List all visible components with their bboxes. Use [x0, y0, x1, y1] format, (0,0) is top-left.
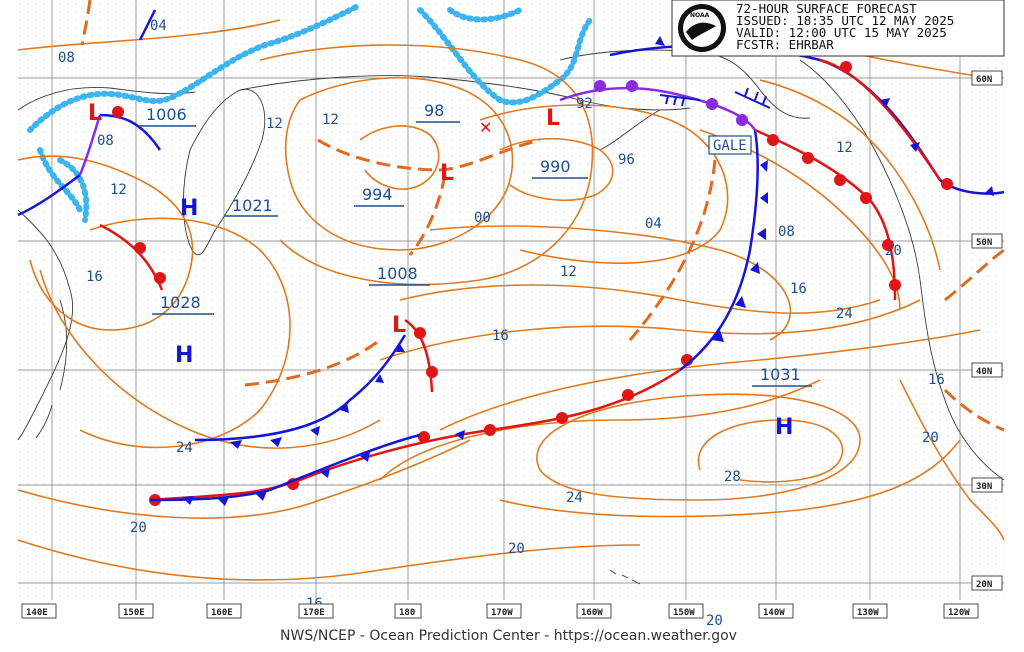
svg-text:140W: 140W [763, 608, 785, 618]
high-center-marker: H [775, 415, 793, 440]
svg-text:92: 92 [576, 96, 593, 112]
high-pressure-value-1028: 1028 [160, 293, 201, 312]
svg-text:12: 12 [110, 182, 127, 198]
svg-text:20: 20 [508, 541, 525, 557]
low-position-x-marker: ✕ [479, 118, 492, 137]
forecast-header: NOAA 72-HOUR SURFACE FORECAST ISSUED: 18… [671, 0, 1005, 57]
svg-text:170W: 170W [491, 608, 513, 618]
svg-text:24: 24 [836, 306, 853, 322]
svg-text:120W: 120W [948, 608, 970, 618]
svg-text:50N: 50N [976, 238, 992, 248]
svg-text:60N: 60N [976, 75, 992, 85]
svg-text:160W: 160W [581, 608, 603, 618]
low-pressure-value-1006: 1006 [146, 105, 187, 124]
svg-text:12: 12 [560, 264, 577, 280]
svg-text:96: 96 [618, 152, 635, 168]
low-pressure-value-994: 994 [362, 185, 393, 204]
svg-text:08: 08 [58, 50, 75, 66]
svg-text:20: 20 [706, 613, 723, 629]
low-center-marker: L [392, 313, 406, 338]
coast-kamchatka [182, 88, 266, 256]
high-pressure-value-1031: 1031 [760, 365, 801, 384]
high-pressure-value-1021: 1021 [232, 196, 273, 215]
forecast-title: 72-HOUR SURFACE FORECAST [736, 1, 917, 16]
svg-text:28: 28 [724, 469, 741, 485]
high-center-marker: H [175, 343, 193, 368]
svg-text:140E: 140E [26, 608, 48, 618]
svg-text:00: 00 [474, 210, 491, 226]
low-center-marker: L [440, 161, 454, 186]
svg-text:20: 20 [130, 520, 147, 536]
svg-text:20N: 20N [976, 580, 992, 590]
coast-hawaii [609, 569, 641, 585]
warm-front-1008 [404, 318, 434, 393]
svg-text:180: 180 [399, 608, 415, 618]
svg-text:08: 08 [778, 224, 795, 240]
valid-time: VALID: 12:00 UTC 15 MAY 2025 [736, 25, 947, 40]
troughs [80, 0, 1005, 432]
low-pressure-value-990: 990 [540, 157, 571, 176]
coast-japan [35, 299, 68, 439]
footer-credit: NWS/NCEP - Ocean Prediction Center - htt… [280, 628, 737, 644]
svg-text:04: 04 [150, 18, 167, 34]
svg-text:20: 20 [885, 243, 902, 259]
ice-edge [27, 2, 593, 223]
svg-text:150E: 150E [123, 608, 145, 618]
svg-text:30N: 30N [976, 482, 992, 492]
front-northwest [17, 113, 162, 217]
svg-text:04: 04 [645, 216, 662, 232]
low-pressure-value-98: 98 [424, 101, 444, 120]
svg-text:16: 16 [492, 328, 509, 344]
wind-barbs [659, 87, 771, 109]
svg-text:24: 24 [176, 440, 193, 456]
noaa-logo-text: NOAA [690, 12, 710, 19]
graticule [18, 0, 1004, 600]
gale-label: GALE [713, 138, 747, 154]
cold-front-west [149, 433, 421, 502]
svg-text:12: 12 [836, 140, 853, 156]
low-center-marker: L [546, 106, 560, 131]
svg-text:150W: 150W [673, 608, 695, 618]
svg-text:170E: 170E [303, 608, 325, 618]
gale-warning: GALE [708, 135, 752, 155]
forecaster: FCSTR: EHRBAR [736, 37, 834, 52]
longitude-labels: 140E 150E 160E 170E 180 170W 160W 150W 1… [21, 603, 979, 619]
high-center-marker: H [180, 196, 198, 221]
warm-front-main [149, 368, 681, 502]
low-pressure-value-1008: 1008 [377, 264, 418, 283]
issued-time: ISSUED: 18:35 UTC 12 MAY 2025 [736, 13, 954, 28]
svg-text:16: 16 [86, 269, 103, 285]
svg-text:40N: 40N [976, 367, 992, 377]
svg-text:16: 16 [928, 372, 945, 388]
coast-alaska [559, 49, 811, 151]
svg-text:12: 12 [322, 112, 339, 128]
svg-text:20: 20 [922, 430, 939, 446]
latitude-labels: 60N 50N 40N 30N 20N [971, 70, 1003, 591]
coast-west-na [799, 59, 1005, 481]
svg-text:130W: 130W [857, 608, 879, 618]
low-center-marker: L [88, 101, 102, 126]
svg-text:08: 08 [97, 133, 114, 149]
cold-front-1008 [194, 334, 407, 442]
pressure-centers: H 1021 H 1028 H 1031 L 1006 L 994 L 990 … [88, 101, 812, 440]
svg-text:12: 12 [266, 116, 283, 132]
svg-text:160E: 160E [211, 608, 233, 618]
cold-front-east [679, 129, 759, 371]
svg-text:16: 16 [790, 281, 807, 297]
svg-text:24: 24 [566, 490, 583, 506]
